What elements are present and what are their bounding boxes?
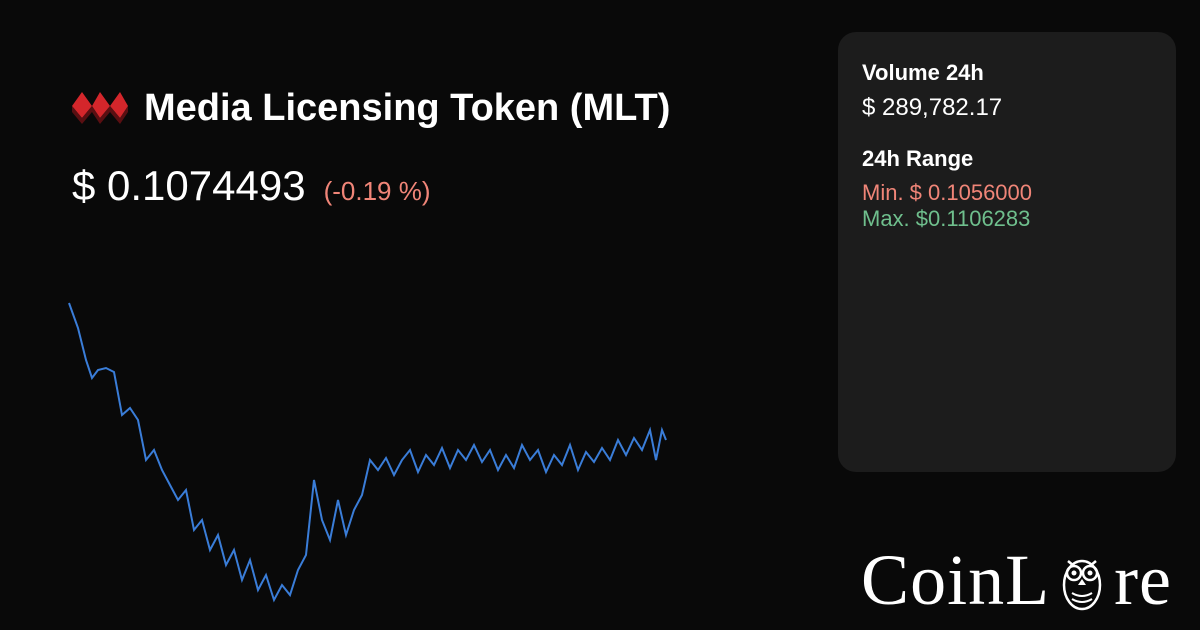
- owl-icon: [1058, 549, 1106, 613]
- range-min: Min. $ 0.1056000: [862, 180, 1152, 206]
- chart-svg: [66, 300, 686, 616]
- volume-value: $ 289,782.17: [862, 94, 1152, 122]
- token-title: Media Licensing Token (MLT): [144, 87, 670, 130]
- stats-panel: Volume 24h $ 289,782.17 24h Range Min. $…: [838, 32, 1176, 472]
- brand-text-left: CoinL: [861, 539, 1050, 622]
- brand-text-right: re: [1114, 539, 1172, 622]
- chart-line: [69, 303, 666, 600]
- header: Media Licensing Token (MLT): [72, 80, 670, 136]
- token-logo-icon: [72, 80, 128, 136]
- price-row: $ 0.1074493 (-0.19 %): [72, 162, 431, 210]
- volume-label: Volume 24h: [862, 60, 1152, 86]
- range-label: 24h Range: [862, 146, 1152, 172]
- range-max: Max. $0.1106283: [862, 206, 1152, 232]
- price-chart: [66, 300, 686, 616]
- price-change: (-0.19 %): [324, 176, 431, 207]
- current-price: $ 0.1074493: [72, 162, 306, 210]
- brand-logo: CoinL re: [861, 539, 1172, 622]
